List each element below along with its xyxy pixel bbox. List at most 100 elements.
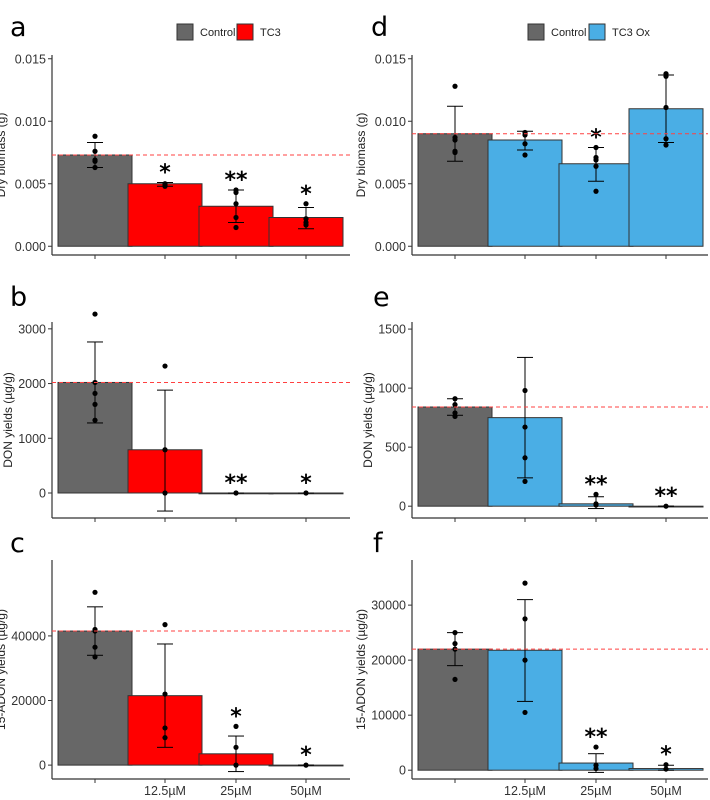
y-tick-label: 0.010 <box>15 115 46 129</box>
data-point <box>92 311 98 317</box>
significance-marker: ** <box>584 472 608 497</box>
data-point <box>92 164 98 171</box>
significance-marker: ** <box>224 471 248 496</box>
panel-label: a <box>10 12 27 43</box>
data-point <box>593 157 599 163</box>
data-point <box>593 144 599 151</box>
significance-marker: ** <box>224 168 248 193</box>
data-point <box>522 424 528 430</box>
data-point <box>452 83 458 89</box>
y-tick-label: 1000 <box>18 432 46 446</box>
legend-label-tc3ox: TC3 Ox <box>612 27 650 39</box>
y-tick-label: 1000 <box>378 382 406 396</box>
data-point <box>92 133 98 139</box>
bar <box>487 139 563 247</box>
y-tick-label: 500 <box>385 441 406 455</box>
data-point <box>522 387 528 394</box>
data-point <box>452 676 458 683</box>
data-point <box>522 616 528 622</box>
x-tick-label: 25µM <box>580 784 612 798</box>
data-point <box>593 163 599 169</box>
y-tick-label: 0.015 <box>375 52 406 66</box>
data-point <box>162 691 168 697</box>
data-point <box>663 503 669 509</box>
data-point <box>92 589 98 595</box>
x-tick-label: 50µM <box>650 784 682 798</box>
significance-marker: * <box>159 161 171 186</box>
y-tick-label: 40000 <box>11 629 46 643</box>
y-tick-label: 10000 <box>371 709 406 723</box>
y-tick-label: 0 <box>39 759 46 773</box>
panel-d: d 0.000 0.005 0.010 0.015 Dry biomass (g) * <box>354 12 708 259</box>
data-point <box>233 490 239 496</box>
y-tick-label: 0.010 <box>375 115 406 129</box>
y-axis-title: DON yields (µg/g) <box>1 372 15 468</box>
data-point <box>233 201 239 207</box>
panel-label: b <box>10 282 27 313</box>
bar <box>57 154 133 247</box>
significance-marker: * <box>300 471 312 496</box>
data-point <box>92 644 98 650</box>
legend-swatch-control <box>176 23 194 41</box>
significance-marker: ** <box>584 725 608 750</box>
significance-marker: ** <box>654 484 678 509</box>
legend-label-control: Control <box>551 27 586 39</box>
data-point <box>452 630 458 636</box>
legend-swatch-tc3 <box>236 23 254 41</box>
data-point <box>92 417 98 423</box>
x-tick-label: 12.5µM <box>144 784 186 798</box>
y-tick-label: 0.015 <box>15 52 46 66</box>
legend-swatch-control <box>527 23 545 41</box>
y-tick-label: 0 <box>399 764 406 778</box>
x-tick-label: 50µM <box>290 784 322 798</box>
data-point <box>663 766 669 772</box>
data-point <box>162 363 168 369</box>
data-point <box>303 222 309 228</box>
data-point <box>593 491 599 497</box>
data-point <box>452 396 458 402</box>
y-tick-label: 30000 <box>371 599 406 613</box>
data-point <box>303 762 309 768</box>
bar <box>417 648 493 771</box>
significance-marker: * <box>300 182 312 207</box>
panel-e: e 0 500 1000 1500 DON yields (µg/g) ** ** <box>361 282 708 522</box>
data-point <box>92 401 98 407</box>
data-point <box>663 104 669 111</box>
data-point <box>162 735 168 741</box>
data-point <box>162 622 168 628</box>
y-tick-label: 0.000 <box>15 240 46 254</box>
bar <box>487 417 563 507</box>
significance-marker: * <box>660 743 672 768</box>
y-axis-title: Dry biomass (g) <box>0 113 8 198</box>
data-point <box>92 390 98 397</box>
data-point <box>593 744 599 750</box>
significance-marker: * <box>300 743 312 768</box>
legend-label-control: Control <box>200 27 235 39</box>
y-tick-label: 3000 <box>18 322 46 336</box>
data-point <box>522 580 528 586</box>
data-point <box>303 490 309 496</box>
data-point <box>162 447 168 453</box>
y-axis-title: 15-ADON yields (µg/g) <box>0 609 8 730</box>
y-tick-label: 0.005 <box>15 177 46 191</box>
data-point <box>522 141 528 147</box>
data-point <box>522 132 528 138</box>
data-point <box>522 455 528 461</box>
significance-marker: * <box>230 704 242 729</box>
data-point <box>303 201 309 207</box>
data-point <box>233 723 239 729</box>
data-point <box>522 152 528 158</box>
data-point <box>593 188 599 194</box>
bar <box>417 406 493 507</box>
data-point <box>92 654 98 660</box>
data-point <box>162 183 168 189</box>
data-point <box>233 214 239 221</box>
data-point <box>92 158 98 164</box>
y-axis-title: DON yields (µg/g) <box>361 372 375 468</box>
data-point <box>303 216 309 222</box>
data-point <box>663 136 669 142</box>
data-point <box>663 762 669 768</box>
y-axis-title: Dry biomass (g) <box>354 113 368 198</box>
